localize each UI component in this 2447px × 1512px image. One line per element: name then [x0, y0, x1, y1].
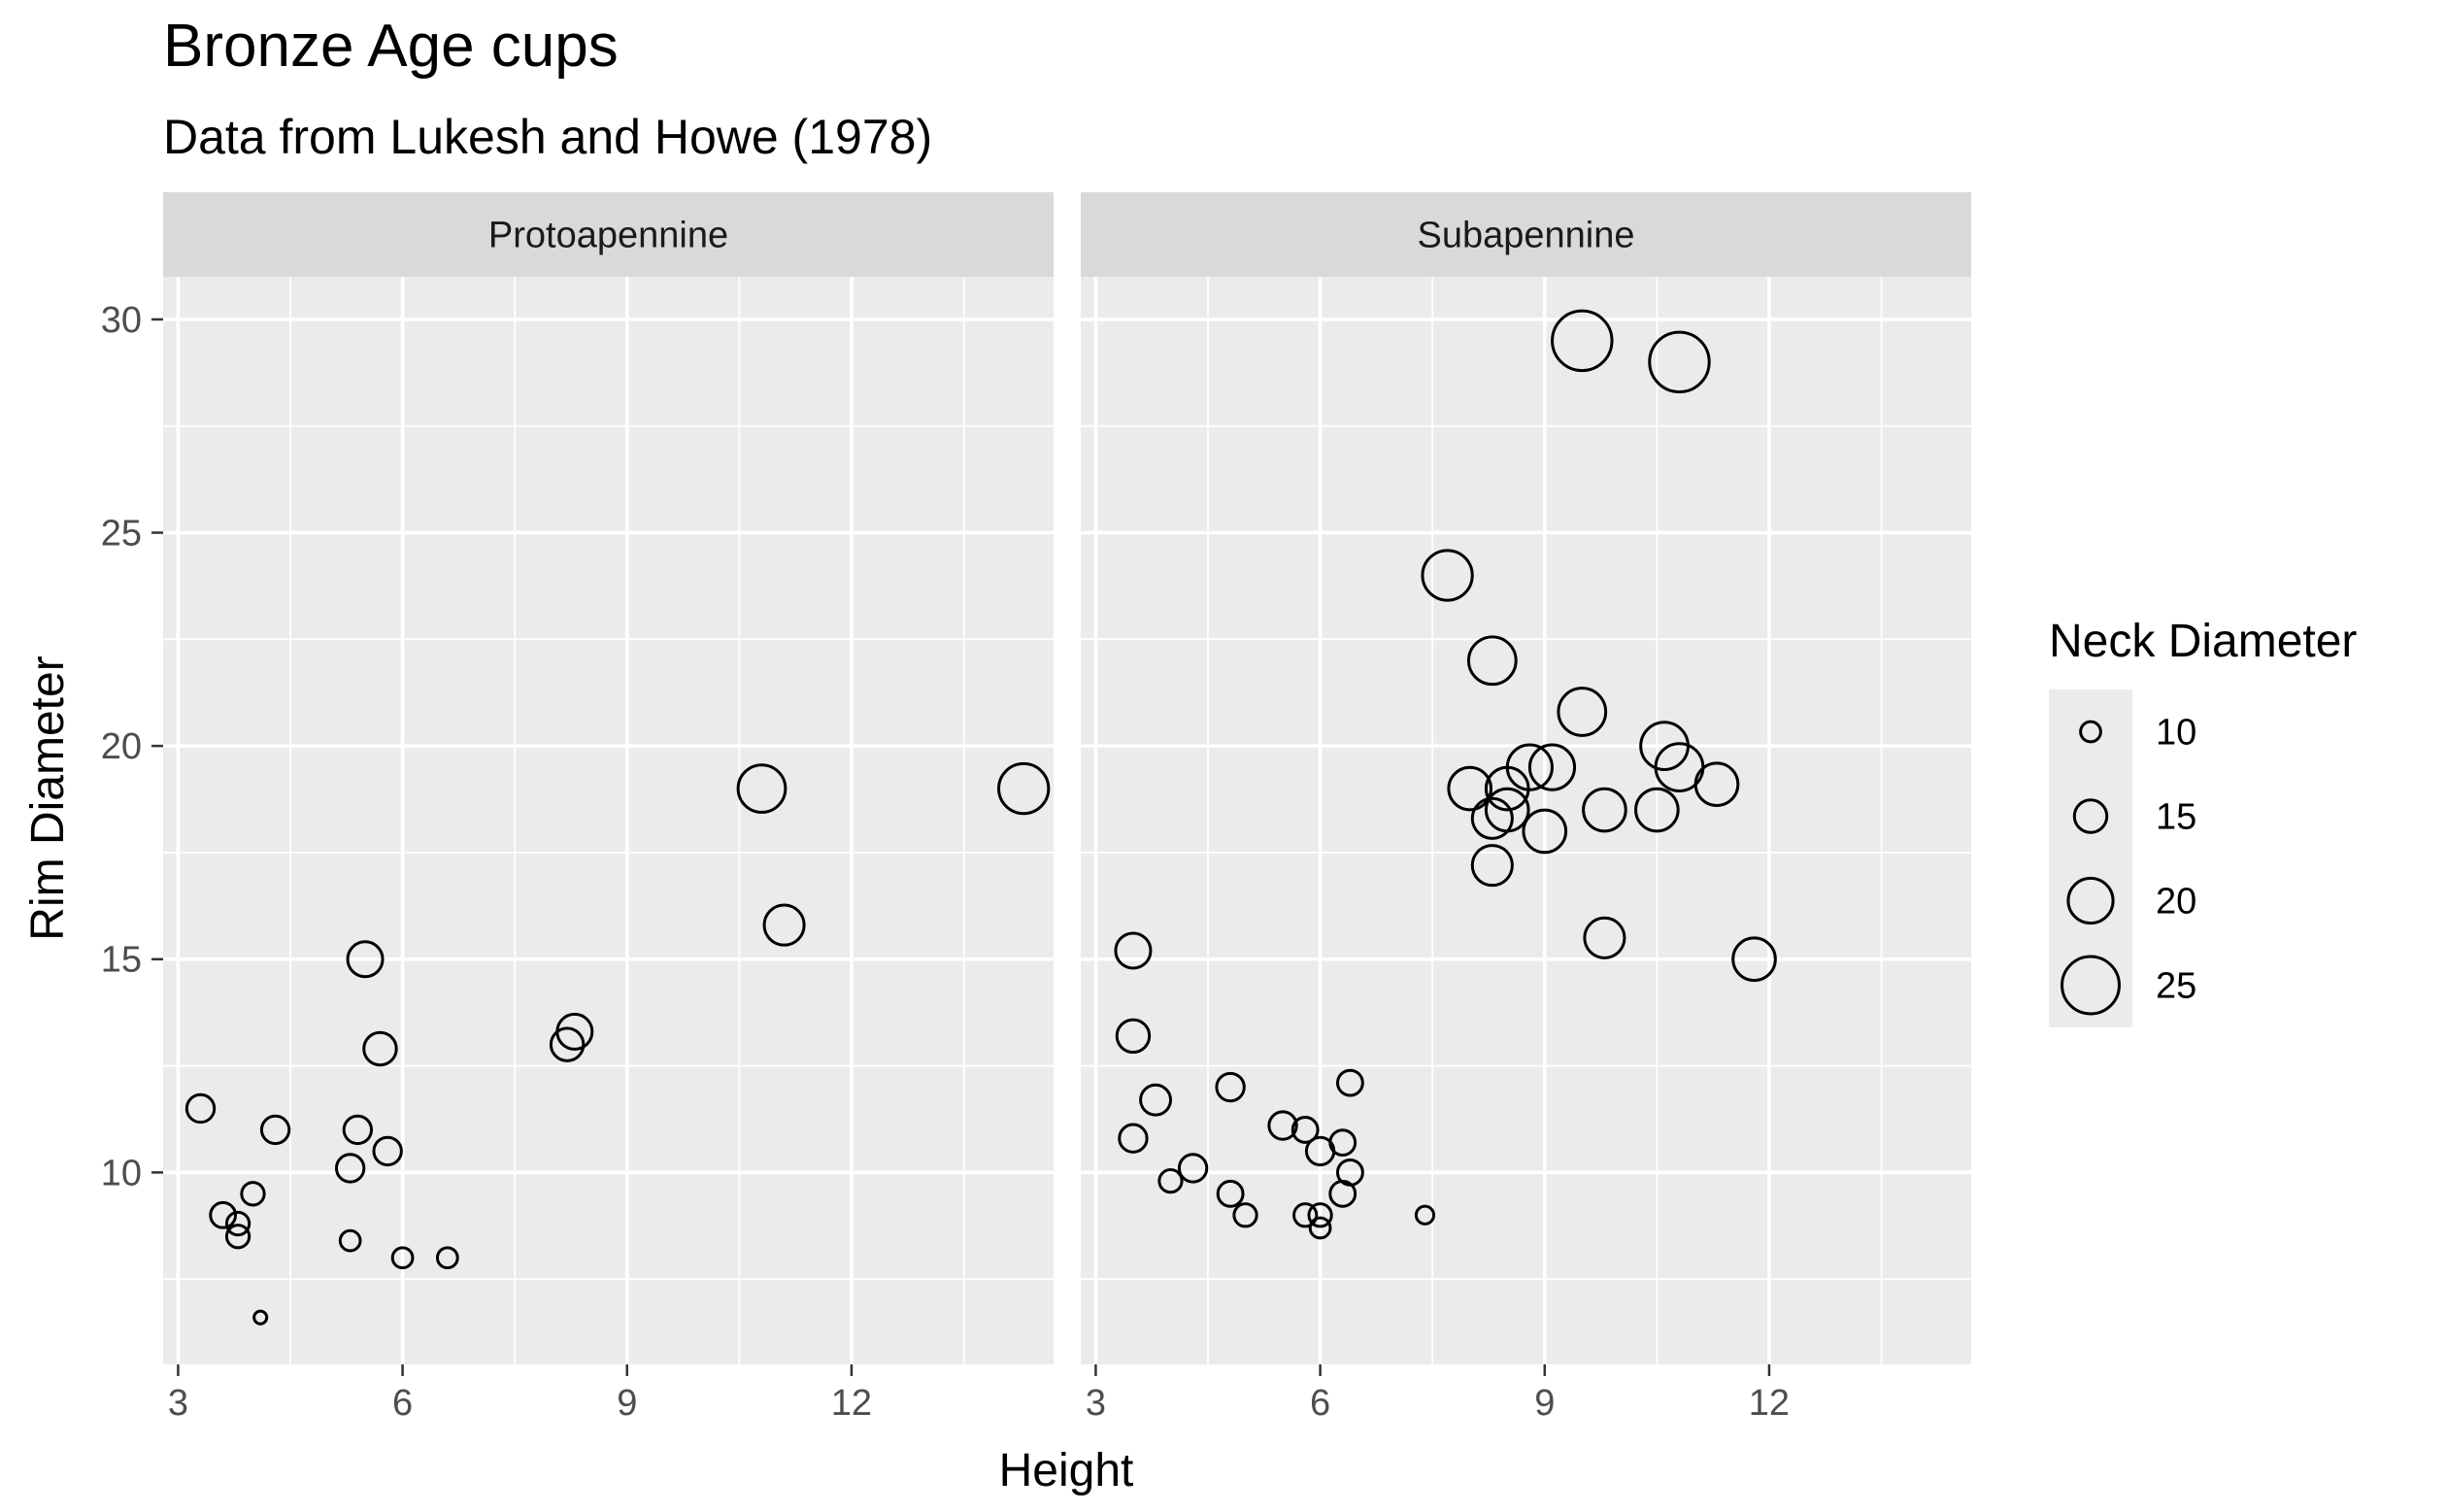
- x-tick-label: 3: [168, 1383, 188, 1424]
- facet-panel-protoapennine: Protoapennine 3 6 9 12 10 15 20 25 30: [101, 192, 1054, 1424]
- facet-strip: [163, 192, 1054, 277]
- facet-panels: Protoapennine 3 6 9 12 10 15 20 25 30 Subapennine 3…: [101, 192, 1971, 1424]
- size-legend: Neck Diameter 10 15 20 25: [2049, 616, 2357, 1027]
- data-point: [240, 1181, 266, 1207]
- x-tick-label: 6: [1310, 1383, 1330, 1424]
- data-point: [1557, 687, 1608, 737]
- data-point: [1118, 1123, 1149, 1154]
- data-point: [1634, 787, 1680, 833]
- data-point: [1292, 1202, 1319, 1228]
- data-point: [736, 763, 788, 814]
- data-point: [1291, 1116, 1320, 1144]
- data-point: [252, 1309, 269, 1326]
- data-point: [342, 1114, 374, 1146]
- y-axis-title: Rim Diameter: [22, 655, 74, 940]
- data-point: [1157, 1168, 1184, 1194]
- data-point: [224, 1210, 251, 1237]
- data-point: [334, 1153, 366, 1184]
- facet-strip-label: Protoapennine: [488, 216, 728, 256]
- legend-key-background: [2049, 689, 2132, 1027]
- legend-label: 25: [2156, 966, 2196, 1007]
- data-point: [338, 1228, 362, 1253]
- data-point: [1693, 761, 1740, 807]
- x-tick-label: 6: [392, 1383, 413, 1424]
- data-point: [1336, 1158, 1364, 1187]
- data-point: [1505, 743, 1554, 791]
- data-point: [1582, 787, 1627, 833]
- data-point: [1648, 330, 1711, 394]
- data-point: [1328, 1128, 1358, 1158]
- data-point: [1139, 1083, 1173, 1117]
- x-tick-label: 12: [831, 1383, 872, 1424]
- legend-key-symbol: [2066, 876, 2115, 925]
- data-point: [1484, 787, 1530, 833]
- legend-label: 10: [2156, 713, 2196, 754]
- y-tick-label: 20: [101, 726, 142, 767]
- legend-label: 15: [2156, 797, 2196, 838]
- data-point: [1421, 549, 1474, 602]
- data-point: [1414, 1204, 1436, 1226]
- legend-key-symbol: [2079, 720, 2102, 744]
- data-point: [1308, 1216, 1332, 1240]
- legend-label: 20: [2156, 882, 2196, 923]
- data-point: [762, 903, 806, 947]
- x-tick-label: 9: [1534, 1383, 1555, 1424]
- data-point: [1267, 1110, 1298, 1141]
- data-point: [1527, 743, 1577, 791]
- chart-subtitle: Data from Lukesh and Howe (1978): [163, 110, 932, 164]
- data-point: [1215, 1071, 1246, 1103]
- data-point: [1551, 309, 1614, 373]
- facet-panel-subapennine: Subapennine 3 6 9 12: [1081, 192, 1971, 1424]
- y-tick-label: 15: [101, 940, 142, 981]
- data-point: [1177, 1153, 1209, 1184]
- data-point: [555, 1012, 594, 1051]
- data-point: [1731, 936, 1777, 983]
- x-tick-label: 9: [617, 1383, 637, 1424]
- data-point: [1114, 931, 1153, 970]
- data-point: [1447, 765, 1493, 812]
- data-point: [435, 1246, 459, 1270]
- data-point: [1522, 808, 1568, 855]
- data-point: [1115, 1018, 1152, 1055]
- data-point: [1470, 796, 1514, 840]
- x-tick-label: 3: [1086, 1383, 1106, 1424]
- y-tick-label: 10: [101, 1153, 142, 1193]
- x-tick-label: 12: [1749, 1383, 1790, 1424]
- data-point: [346, 940, 385, 979]
- panel-background: [163, 277, 1054, 1364]
- data-point: [209, 1200, 238, 1229]
- y-tick-label: 25: [101, 514, 142, 554]
- data-point: [390, 1246, 415, 1270]
- data-point: [549, 1026, 586, 1062]
- legend-title: Neck Diameter: [2049, 616, 2357, 667]
- facet-strip: [1081, 192, 1971, 277]
- data-point: [1583, 916, 1626, 959]
- data-point: [259, 1114, 291, 1146]
- data-point: [1336, 1068, 1364, 1097]
- data-point: [1466, 635, 1518, 687]
- data-point: [362, 1030, 398, 1067]
- chart-title: Bronze Age cups: [163, 13, 619, 80]
- data-point: [1307, 1202, 1333, 1228]
- data-point: [184, 1092, 217, 1125]
- data-point: [997, 761, 1051, 816]
- x-axis-title: Height: [999, 1445, 1134, 1496]
- data-point: [224, 1224, 251, 1250]
- data-point: [1216, 1179, 1245, 1208]
- legend-key-symbol: [2072, 798, 2109, 834]
- legend-key-symbol: [2061, 955, 2121, 1016]
- data-point: [1232, 1202, 1258, 1228]
- data-point: [1470, 844, 1514, 888]
- data-point: [372, 1135, 403, 1167]
- facet-strip-label: Subapennine: [1418, 216, 1635, 256]
- y-tick-label: 30: [101, 300, 142, 341]
